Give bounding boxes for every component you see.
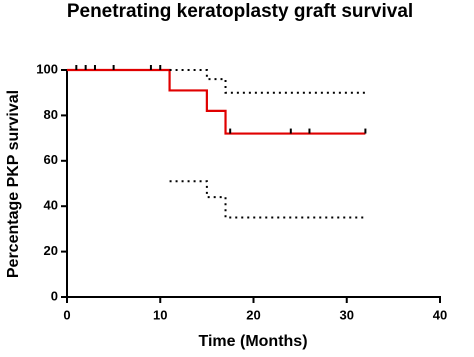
x-tick-label: 10 (153, 307, 167, 322)
y-tick-label: 60 (44, 152, 58, 167)
survival-line (169, 180, 366, 219)
y-tick-label: 40 (44, 198, 58, 213)
x-tick-label: 40 (433, 307, 447, 322)
y-tick-label: 80 (44, 107, 58, 122)
survival-line (67, 68, 366, 135)
chart-title: Penetrating keratoplasty graft survival (67, 1, 413, 22)
x-tick-label: 20 (246, 307, 260, 322)
x-tick-label: 30 (340, 307, 354, 322)
x-axis-label: Time (Months) (198, 333, 307, 350)
y-axis-label: Percentage PKP survival (5, 90, 22, 278)
x-tick-label: 0 (63, 307, 70, 322)
y-tick-label: 0 (51, 288, 58, 303)
y-tick-label: 20 (44, 243, 58, 258)
y-tick-label: 100 (36, 61, 58, 76)
survival-line (169, 69, 366, 94)
